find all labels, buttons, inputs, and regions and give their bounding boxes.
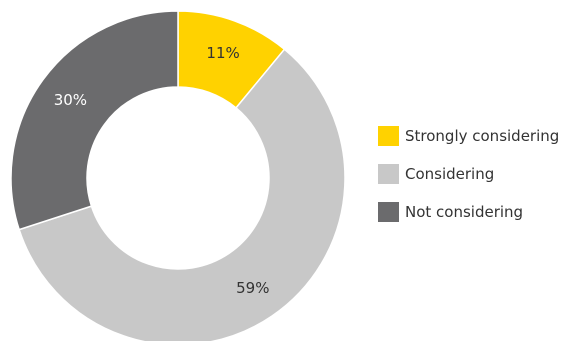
slice-considering <box>18 48 346 341</box>
legend-item-considering: Considering <box>378 164 559 184</box>
legend-item-strongly-considering: Strongly considering <box>378 126 559 146</box>
data-label-strongly-considering: 11% <box>206 44 239 62</box>
legend-label: Considering <box>405 165 495 183</box>
legend-swatch-not-considering <box>378 202 399 222</box>
data-label-considering: 59% <box>236 279 269 297</box>
legend-item-not-considering: Not considering <box>378 202 559 222</box>
slice-not-considering <box>10 10 179 231</box>
legend-swatch-considering <box>378 164 399 184</box>
legend-swatch-strongly-considering <box>378 126 399 146</box>
legend-label: Not considering <box>405 203 524 221</box>
chart-legend: Strongly considering Considering Not con… <box>378 126 559 240</box>
legend-label: Strongly considering <box>405 127 560 145</box>
data-label-not-considering: 30% <box>54 91 87 109</box>
